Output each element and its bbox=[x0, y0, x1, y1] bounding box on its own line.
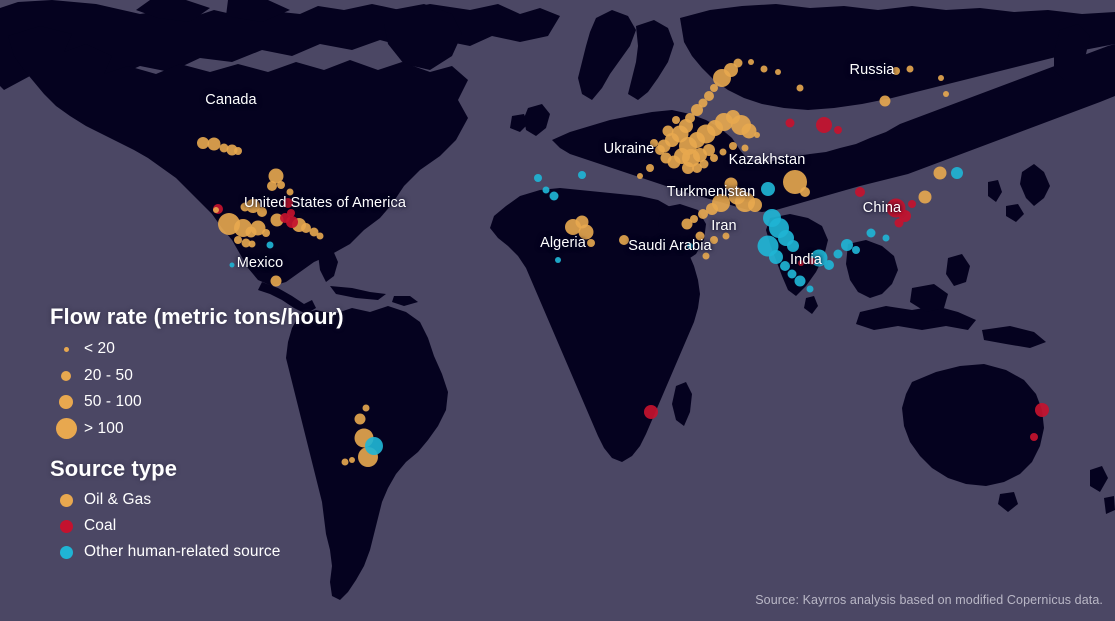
flow-rate-legend-label: < 20 bbox=[84, 340, 115, 358]
land-japan-2 bbox=[1006, 204, 1024, 222]
source-type-legend-label: Coal bbox=[84, 517, 117, 534]
country-label-algeria: Algeria bbox=[540, 235, 586, 251]
flow-rate-legend-label: 50 - 100 bbox=[84, 393, 142, 411]
land-caribbean bbox=[330, 286, 386, 300]
land-indonesia bbox=[856, 306, 976, 330]
country-label-russia: Russia bbox=[849, 62, 895, 78]
land-new-zealand-2 bbox=[1104, 496, 1115, 514]
source-type-legend-item-oil[interactable]: Oil & Gas bbox=[48, 487, 280, 513]
land-north-america bbox=[8, 26, 468, 286]
land-tasmania bbox=[998, 492, 1018, 512]
flow-rate-legend-item[interactable]: 50 - 100 bbox=[48, 389, 344, 416]
source-attribution-note: Source: Kayrros analysis based on modifi… bbox=[755, 593, 1103, 607]
flow-rate-swatch-circle bbox=[48, 370, 84, 381]
country-label-turkmenistan: Turkmenistan bbox=[666, 184, 756, 200]
country-label-saudi-arabia: Saudi Arabia bbox=[628, 238, 712, 254]
source-type-swatch-coal bbox=[48, 519, 84, 533]
source-type-swatch-other bbox=[48, 545, 84, 559]
flow-rate-legend-item[interactable]: > 100 bbox=[48, 416, 344, 443]
land-central-america bbox=[258, 282, 316, 314]
country-label-ukraine: Ukraine bbox=[603, 141, 655, 157]
country-label-united-states-of-america: United States of America bbox=[244, 195, 406, 211]
flow-rate-legend: Flow rate (metric tons/hour) < 20 20 - 50… bbox=[48, 304, 344, 442]
country-label-iran: Iran bbox=[711, 218, 737, 234]
flow-rate-legend-rows: < 20 20 - 50 50 - 100 > 100 bbox=[48, 336, 344, 442]
land-arctic-islands-2 bbox=[226, 0, 290, 22]
flow-rate-legend-title: Flow rate (metric tons/hour) bbox=[50, 304, 344, 329]
source-type-legend-title: Source type bbox=[50, 456, 178, 481]
land-caribbean-2 bbox=[392, 296, 418, 306]
land-scandinavia bbox=[578, 10, 636, 100]
country-label-canada: Canada bbox=[205, 92, 257, 108]
land-borneo bbox=[910, 284, 948, 312]
source-type-legend-rows: Oil & Gas Coal Other human-related source bbox=[48, 487, 280, 565]
land-florida bbox=[318, 243, 338, 282]
flow-rate-swatch-circle bbox=[48, 346, 84, 352]
land-philippines bbox=[946, 254, 970, 286]
land-siberia bbox=[680, 4, 1115, 110]
land-sri-lanka bbox=[804, 296, 818, 314]
country-label-india: India bbox=[790, 252, 822, 268]
country-label-kazakhstan: Kazakhstan bbox=[728, 152, 806, 168]
source-type-swatch-oil bbox=[48, 493, 84, 507]
flow-rate-legend-label: > 100 bbox=[84, 419, 124, 437]
land-australia bbox=[902, 364, 1044, 486]
source-type-legend-label: Other human-related source bbox=[84, 543, 281, 560]
flow-rate-legend-label: 20 - 50 bbox=[84, 366, 133, 384]
source-type-legend-item-coal[interactable]: Coal bbox=[48, 513, 280, 539]
country-label-mexico: Mexico bbox=[236, 255, 284, 271]
land-ireland bbox=[510, 114, 528, 132]
land-japan bbox=[1020, 164, 1050, 206]
flow-rate-swatch-circle bbox=[48, 395, 84, 410]
source-type-legend: Source type Oil & Gas Coal Other human-rel… bbox=[48, 456, 280, 565]
land-kamchatka bbox=[1054, 24, 1090, 80]
source-type-legend-item-other[interactable]: Other human-related source bbox=[48, 539, 280, 565]
land-png bbox=[982, 326, 1046, 348]
land-africa bbox=[490, 188, 700, 462]
land-korea bbox=[988, 180, 1002, 202]
country-label-china: China bbox=[862, 200, 902, 216]
land-new-zealand bbox=[1090, 466, 1108, 492]
flow-rate-legend-item[interactable]: < 20 bbox=[48, 336, 344, 363]
flow-rate-legend-item[interactable]: 20 - 50 bbox=[48, 363, 344, 390]
land-british-isles bbox=[524, 104, 550, 136]
land-finland-baltic bbox=[628, 20, 674, 100]
source-type-legend-label: Oil & Gas bbox=[84, 491, 152, 508]
flow-rate-swatch-circle bbox=[48, 418, 84, 440]
land-arctic-islands bbox=[136, 0, 210, 22]
land-greenland bbox=[384, 4, 462, 70]
land-madagascar bbox=[672, 382, 692, 426]
land-sea-asia bbox=[846, 240, 898, 298]
